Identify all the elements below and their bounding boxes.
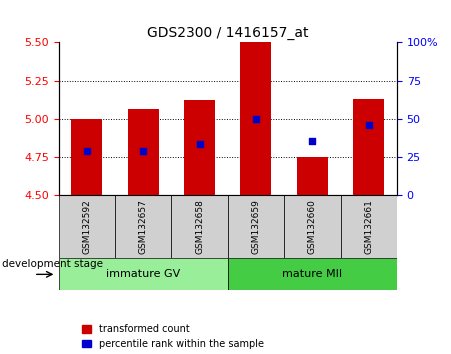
Legend: transformed count, percentile rank within the sample: transformed count, percentile rank withi… xyxy=(82,324,264,349)
Bar xyxy=(184,100,215,195)
Bar xyxy=(128,109,159,195)
Text: immature GV: immature GV xyxy=(106,269,180,279)
Text: development stage: development stage xyxy=(2,259,103,269)
Point xyxy=(308,138,316,144)
Bar xyxy=(59,258,228,290)
Point xyxy=(83,148,90,153)
Bar xyxy=(115,195,171,258)
Text: GSM132659: GSM132659 xyxy=(252,199,260,254)
Title: GDS2300 / 1416157_at: GDS2300 / 1416157_at xyxy=(147,26,308,40)
Point xyxy=(196,142,203,147)
Bar xyxy=(297,156,328,195)
Point xyxy=(253,116,260,121)
Bar xyxy=(228,195,284,258)
Bar xyxy=(71,119,102,195)
Bar xyxy=(240,42,272,195)
Bar xyxy=(284,195,341,258)
Text: GSM132660: GSM132660 xyxy=(308,199,317,254)
Bar xyxy=(59,195,115,258)
Bar xyxy=(171,195,228,258)
Bar xyxy=(341,195,397,258)
Point xyxy=(140,148,147,153)
Text: GSM132657: GSM132657 xyxy=(139,199,147,254)
Bar xyxy=(353,99,384,195)
Text: GSM132592: GSM132592 xyxy=(83,199,91,254)
Text: GSM132661: GSM132661 xyxy=(364,199,373,254)
Text: mature MII: mature MII xyxy=(282,269,342,279)
Text: GSM132658: GSM132658 xyxy=(195,199,204,254)
Point xyxy=(365,122,373,127)
Bar xyxy=(228,258,397,290)
